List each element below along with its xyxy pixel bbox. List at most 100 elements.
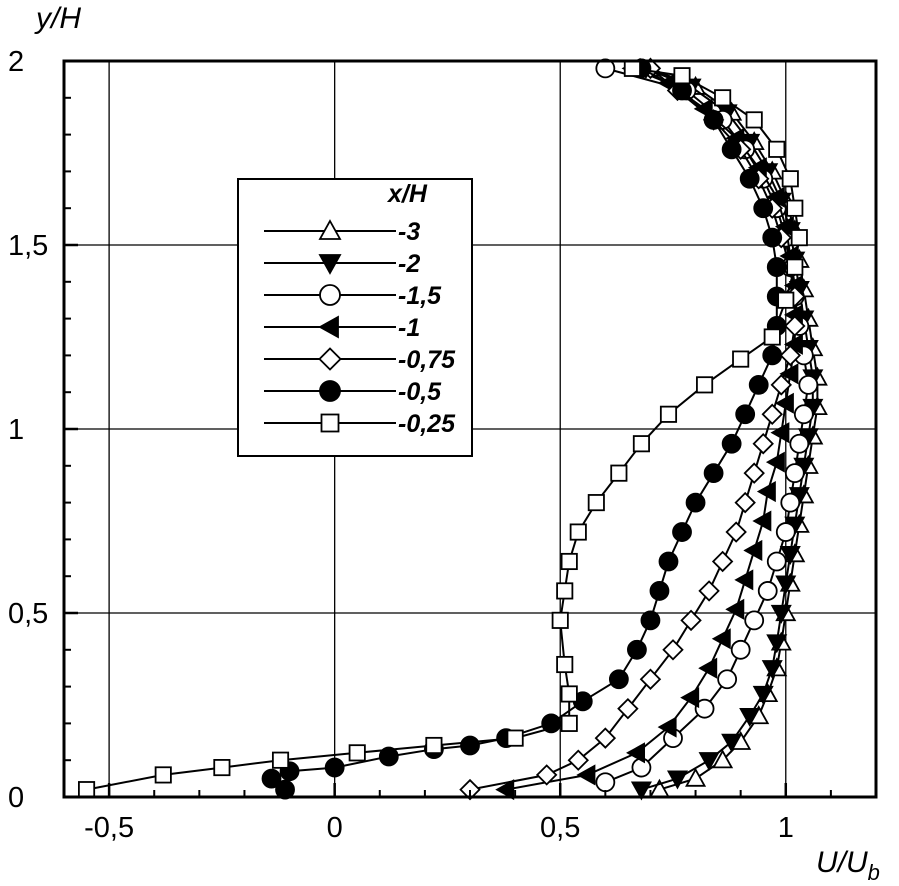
series-line (641, 67, 814, 791)
data-point (556, 582, 574, 600)
data-point (680, 609, 702, 632)
x-axis-title-main: U/U (816, 846, 868, 879)
data-point (721, 433, 742, 454)
data-point (761, 403, 783, 426)
data-point (271, 751, 290, 769)
data-point (725, 598, 745, 620)
data-point (777, 291, 795, 309)
data-point (762, 227, 783, 248)
data-point (752, 432, 774, 455)
legend-box (237, 178, 473, 457)
legend-label: -0,25 (398, 410, 456, 438)
data-point (594, 727, 617, 749)
data-point (348, 744, 366, 762)
x-axis-title: U/Ub (816, 846, 880, 885)
legend-label: -1 (398, 314, 420, 342)
data-point (213, 759, 231, 777)
axis-ticks (63, 59, 877, 799)
data-point (734, 569, 754, 591)
data-point (735, 404, 756, 425)
legend-marker (319, 380, 341, 402)
data-point (775, 522, 796, 542)
data-point (753, 198, 774, 219)
data-point (560, 552, 578, 571)
y-axis-title: y/H (34, 2, 81, 35)
data-point (768, 140, 786, 158)
data-point (774, 392, 794, 414)
data-point (734, 491, 756, 514)
legend-entry: -0,5 (264, 378, 442, 406)
data-point (703, 463, 724, 484)
y-tick-label: 0 (8, 782, 24, 814)
legend: x/H -3 -2 -1,5 -1 -0,75 -0,5 -0,25 (237, 178, 473, 457)
data-point (711, 628, 731, 650)
data-point (793, 404, 814, 425)
data-point (779, 344, 802, 367)
data-point (680, 687, 700, 709)
legend-entry: -1 (264, 314, 420, 342)
legend-marker (318, 315, 339, 339)
data-point (766, 551, 787, 572)
y-tick-label: 0,5 (8, 598, 48, 630)
data-point (495, 779, 515, 801)
data-point (698, 580, 720, 602)
tick-labels: -0,5 0 0,5 1 0 0,5 1 1,5 2 (8, 46, 794, 844)
data-point (649, 581, 670, 601)
data-point (790, 229, 808, 247)
legend-label: -0,75 (398, 346, 456, 374)
data-point (556, 655, 574, 674)
legend-label: -0,5 (398, 378, 442, 406)
data-point (78, 781, 96, 799)
data-point (632, 435, 650, 453)
data-point (732, 350, 750, 368)
data-point (744, 610, 765, 631)
data-point (756, 481, 776, 503)
data-point (775, 575, 797, 595)
legend-entry: -0,25 (264, 410, 456, 438)
data-point (770, 374, 792, 396)
data-point (714, 89, 732, 107)
data-point (766, 634, 788, 654)
data-point (261, 768, 282, 789)
data-point (623, 59, 641, 77)
data-point (784, 315, 806, 337)
legend-entry: -0,75 (264, 346, 456, 374)
legend-entries: -3 -2 -1,5 -1 -0,75 -0,5 -0,25 (264, 218, 456, 438)
data-point (666, 770, 689, 790)
data-point (786, 199, 804, 217)
data-point (698, 657, 718, 679)
data-point (659, 405, 678, 423)
data-point (657, 716, 677, 738)
data-point (576, 764, 596, 786)
legend-entry: -2 (264, 250, 420, 278)
data-point (752, 510, 772, 532)
data-point (673, 67, 691, 85)
data-point (748, 374, 769, 395)
data-point (739, 707, 761, 727)
legend-entry: -3 (264, 218, 420, 246)
data-point (617, 697, 639, 720)
data-point (779, 546, 801, 565)
data-point (745, 111, 763, 129)
data-point (626, 742, 646, 764)
data-point (766, 257, 787, 277)
data-point (761, 660, 783, 680)
data-point (781, 170, 799, 188)
data-point (672, 522, 692, 542)
data-point (560, 714, 578, 732)
data-point (608, 669, 629, 690)
data-point (762, 345, 783, 366)
data-point (535, 764, 558, 786)
data-point (786, 258, 804, 276)
data-point (627, 639, 647, 660)
data-point (630, 781, 652, 801)
legend-label: -3 (398, 218, 420, 246)
legend-marker (318, 347, 342, 371)
data-point (765, 451, 785, 473)
data-point (721, 733, 743, 753)
data-point (425, 736, 443, 755)
data-point (730, 639, 751, 660)
data-point (743, 539, 763, 561)
x-tick-label: 0,5 (540, 812, 580, 844)
